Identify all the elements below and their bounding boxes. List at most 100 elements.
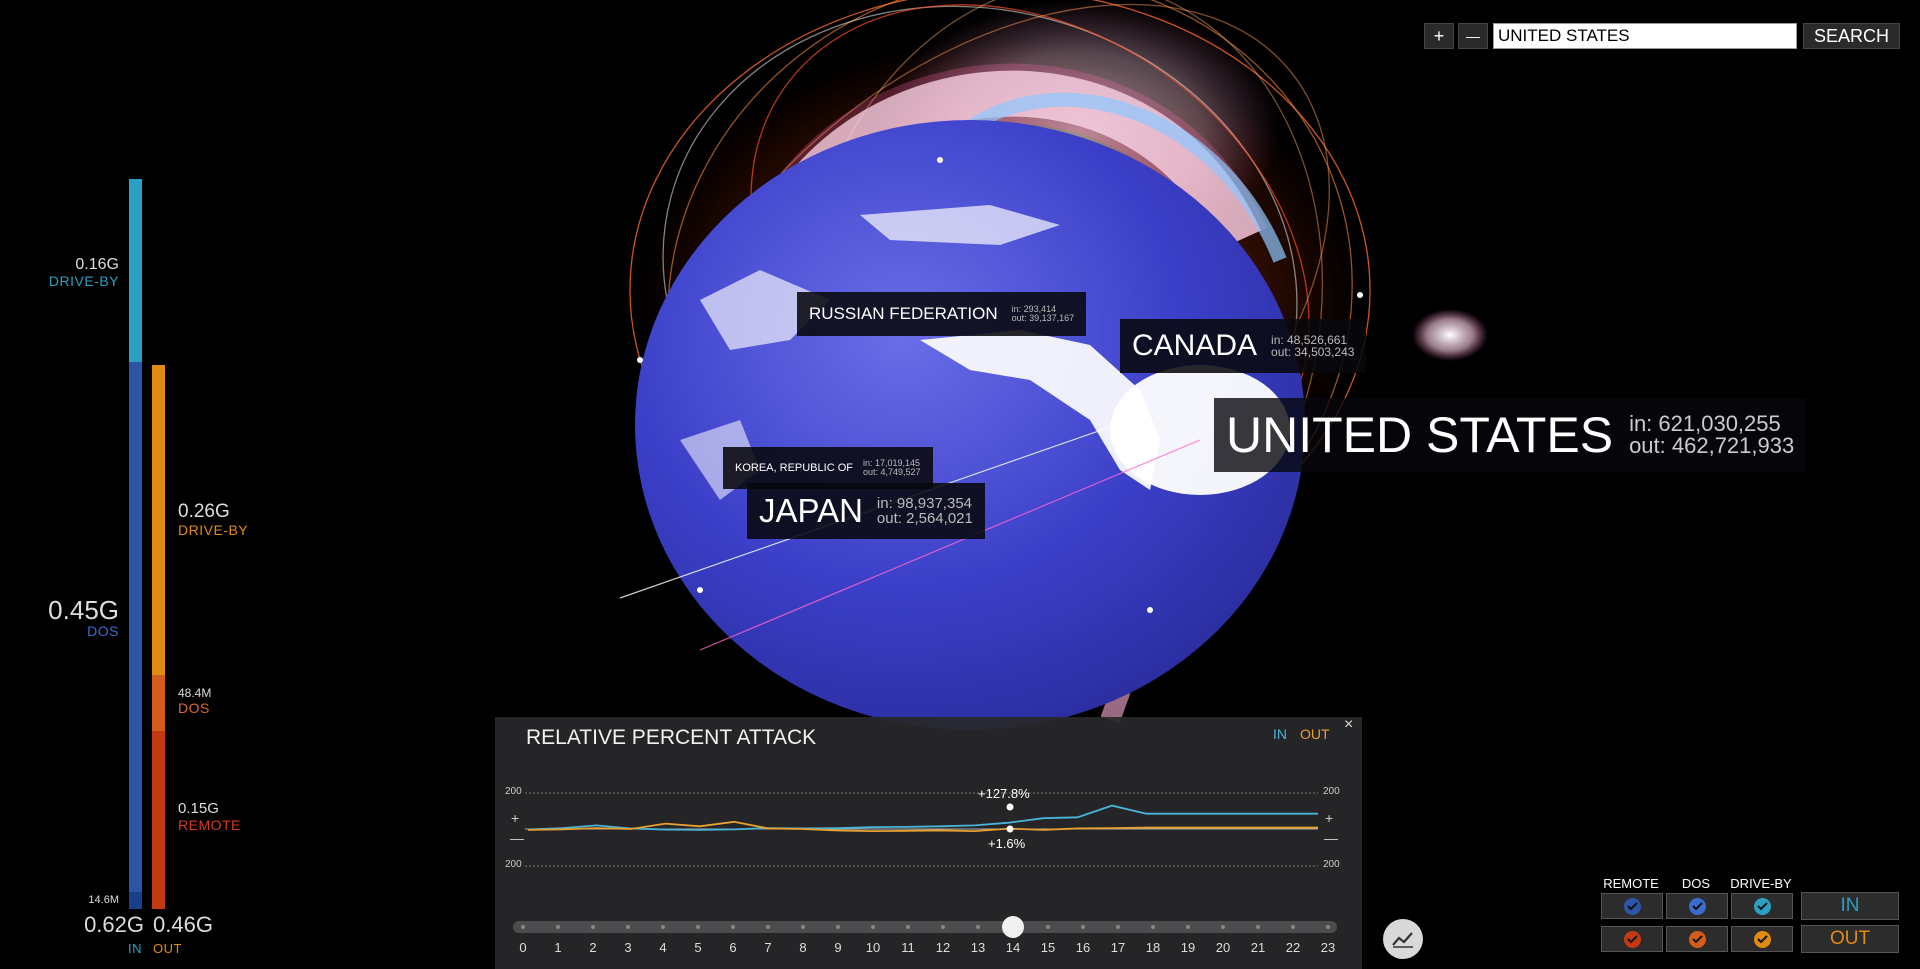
country-stats: in: 48,526,661 out: 34,503,243 xyxy=(1271,334,1354,358)
slider-tick-dot xyxy=(941,925,945,929)
filter-header-driveby: DRIVE-BY xyxy=(1730,876,1792,891)
hour-tick-label[interactable]: 18 xyxy=(1145,940,1161,955)
out-percent-label: +1.6% xyxy=(988,836,1026,851)
country-name: CANADA xyxy=(1132,329,1258,362)
hour-tick-label[interactable]: 0 xyxy=(519,940,527,955)
slider-tick-dot xyxy=(661,925,665,929)
country-label-russia[interactable]: RUSSIAN FEDERATION in: 293,414 out: 39,1… xyxy=(797,292,1087,336)
hour-tick-label[interactable]: 3 xyxy=(624,940,632,955)
slider-tick-dot xyxy=(1291,925,1295,929)
country-stats: in: 98,937,354 out: 2,564,021 xyxy=(877,496,973,526)
out-total-label: OUT xyxy=(153,941,182,956)
hour-tick-label[interactable]: 15 xyxy=(1040,940,1056,955)
direction-in-button[interactable]: IN xyxy=(1801,892,1899,920)
country-out: out: 462,721,933 xyxy=(1629,433,1795,458)
slider-tick-dot xyxy=(871,925,875,929)
country-in: in: 48,526,661 xyxy=(1271,333,1348,347)
hour-tick-label[interactable]: 9 xyxy=(834,940,842,955)
hour-tick-label[interactable]: 21 xyxy=(1250,940,1266,955)
check-icon xyxy=(1753,930,1771,948)
hour-tick-label[interactable]: 7 xyxy=(764,940,772,955)
search-button[interactable]: SEARCH xyxy=(1803,23,1900,49)
out-dos-label: DOS xyxy=(178,700,210,716)
slider-tick-dot xyxy=(521,925,525,929)
check-icon xyxy=(1753,897,1771,915)
slider-tick-dot xyxy=(731,925,735,929)
hour-tick-label[interactable]: 4 xyxy=(659,940,667,955)
filter-in-remote[interactable] xyxy=(1601,893,1663,919)
plus-right: + xyxy=(1325,810,1334,826)
slider-tick-dot xyxy=(1046,925,1050,929)
hour-tick-label[interactable]: 1 xyxy=(554,940,562,955)
filter-in-dos[interactable] xyxy=(1666,893,1728,919)
zoom-out-button[interactable]: — xyxy=(1458,23,1488,49)
chart-toggle-button[interactable] xyxy=(1383,919,1423,959)
slider-tick-dot xyxy=(906,925,910,929)
in-total-value: 0.62G xyxy=(84,912,144,937)
hour-tick-label[interactable]: 20 xyxy=(1215,940,1231,955)
country-label-korea[interactable]: KOREA, REPUBLIC OF in: 17,019,145 out: 4… xyxy=(723,447,933,489)
filter-out-remote[interactable] xyxy=(1601,926,1663,952)
slider-tick-dot xyxy=(976,925,980,929)
scale-bottom-left: 200 xyxy=(505,859,522,870)
hour-tick-label[interactable]: 14 xyxy=(1005,940,1021,955)
country-in: in: 293,414 xyxy=(1011,304,1057,314)
country-in: in: 98,937,354 xyxy=(876,495,973,512)
filter-out-dos[interactable] xyxy=(1666,926,1728,952)
country-out: out: 4,749,527 xyxy=(862,467,921,477)
slider-tick-dot xyxy=(626,925,630,929)
panel-title: RELATIVE PERCENT ATTACK xyxy=(526,726,817,749)
hour-tick-label[interactable]: 17 xyxy=(1110,940,1126,955)
check-icon xyxy=(1688,930,1706,948)
hour-tick-label[interactable]: 5 xyxy=(694,940,702,955)
country-name: JAPAN xyxy=(759,492,863,529)
hour-slider-track[interactable] xyxy=(513,921,1337,933)
slider-tick-dot xyxy=(1081,925,1085,929)
plus-left: + xyxy=(511,810,520,826)
filter-out-driveby[interactable] xyxy=(1731,926,1793,952)
hour-tick-label[interactable]: 8 xyxy=(799,940,807,955)
hour-tick-label[interactable]: 12 xyxy=(935,940,951,955)
direction-out-button[interactable]: OUT xyxy=(1801,925,1899,953)
filter-in-driveby[interactable] xyxy=(1731,893,1793,919)
hour-tick-label[interactable]: 11 xyxy=(901,940,915,955)
minus-left: — xyxy=(510,830,524,846)
out-driveby-value: 0.26G xyxy=(178,501,230,522)
hour-slider-thumb[interactable] xyxy=(1002,916,1024,938)
country-label-japan[interactable]: JAPAN in: 98,937,354 out: 2,564,021 xyxy=(747,483,985,539)
hour-tick-label[interactable]: 6 xyxy=(729,940,737,955)
close-icon[interactable]: × xyxy=(1344,716,1354,733)
search-input[interactable] xyxy=(1493,23,1797,49)
hour-tick-label[interactable]: 13 xyxy=(970,940,986,955)
slider-tick-dot xyxy=(1116,925,1120,929)
hour-tick-label[interactable]: 22 xyxy=(1285,940,1301,955)
check-icon xyxy=(1688,897,1706,915)
slider-tick-dot xyxy=(801,925,805,929)
country-label-canada[interactable]: CANADA in: 48,526,661 out: 34,503,243 xyxy=(1120,319,1367,373)
in-driveby-bar xyxy=(129,179,142,362)
country-out: out: 2,564,021 xyxy=(876,510,973,527)
country-out: out: 39,137,167 xyxy=(1011,313,1075,323)
out-total-value: 0.46G xyxy=(153,912,213,937)
out-dos-value: 48.4M xyxy=(178,686,212,700)
scale-bottom-right: 200 xyxy=(1323,859,1340,870)
slider-tick-dot xyxy=(1326,925,1330,929)
check-icon xyxy=(1623,930,1641,948)
hour-tick-label[interactable]: 16 xyxy=(1075,940,1091,955)
hour-tick-label[interactable]: 23 xyxy=(1320,940,1336,955)
slider-tick-dot xyxy=(1151,925,1155,929)
in-dos-label: DOS xyxy=(87,623,119,639)
out-remote-bar xyxy=(152,731,165,909)
in-remote-bar xyxy=(129,892,142,909)
hour-tick-label[interactable]: 2 xyxy=(589,940,597,955)
filter-header-remote: REMOTE xyxy=(1603,876,1659,891)
zoom-in-button[interactable]: + xyxy=(1424,23,1454,49)
in-driveby-value: 0.16G xyxy=(75,256,119,273)
in-driveby-label: DRIVE-BY xyxy=(48,273,119,289)
slider-tick-dot xyxy=(1186,925,1190,929)
country-out: out: 34,503,243 xyxy=(1271,345,1355,359)
scale-top-left: 200 xyxy=(505,786,522,797)
country-label-usa[interactable]: UNITED STATES in: 621,030,255 out: 462,7… xyxy=(1214,398,1807,472)
hour-tick-label[interactable]: 19 xyxy=(1180,940,1196,955)
hour-tick-label[interactable]: 10 xyxy=(865,940,881,955)
